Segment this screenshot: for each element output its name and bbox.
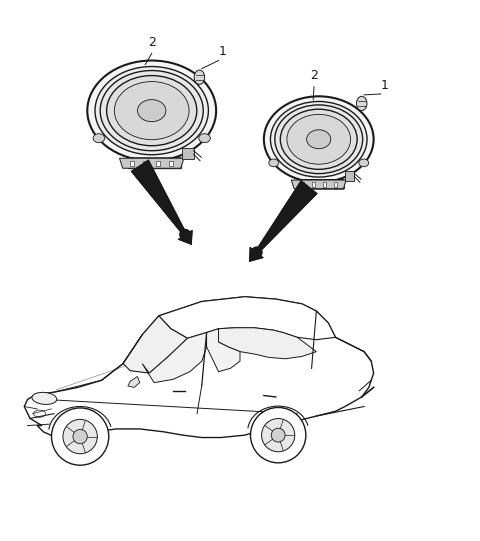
Ellipse shape	[264, 96, 373, 182]
Circle shape	[251, 407, 306, 463]
Text: 2: 2	[148, 36, 156, 49]
Circle shape	[180, 229, 191, 240]
Ellipse shape	[100, 70, 203, 151]
Bar	[169, 161, 173, 166]
Text: 1: 1	[218, 45, 227, 58]
Bar	[144, 161, 147, 166]
Polygon shape	[206, 329, 240, 372]
Ellipse shape	[287, 114, 350, 164]
Text: 2: 2	[310, 69, 318, 82]
FancyBboxPatch shape	[299, 180, 344, 189]
Circle shape	[180, 230, 190, 240]
Ellipse shape	[93, 134, 105, 143]
Ellipse shape	[138, 100, 166, 122]
Bar	[300, 182, 304, 187]
Ellipse shape	[280, 109, 357, 169]
Ellipse shape	[307, 130, 331, 149]
FancyBboxPatch shape	[128, 158, 181, 169]
Circle shape	[252, 248, 262, 257]
Ellipse shape	[269, 159, 279, 167]
Polygon shape	[120, 158, 184, 168]
Polygon shape	[255, 180, 317, 254]
Polygon shape	[131, 160, 187, 236]
Circle shape	[262, 419, 295, 452]
Polygon shape	[249, 247, 264, 262]
Circle shape	[51, 408, 109, 465]
Circle shape	[252, 247, 262, 258]
Polygon shape	[178, 230, 192, 245]
Circle shape	[271, 428, 285, 442]
Ellipse shape	[32, 392, 57, 405]
Polygon shape	[159, 297, 336, 340]
Circle shape	[63, 419, 97, 454]
Bar	[334, 182, 337, 187]
Ellipse shape	[359, 159, 369, 167]
Polygon shape	[255, 180, 317, 254]
Ellipse shape	[194, 70, 204, 84]
Bar	[156, 161, 160, 166]
Bar	[323, 182, 326, 187]
Bar	[182, 148, 193, 159]
Polygon shape	[24, 297, 373, 439]
Polygon shape	[249, 247, 264, 262]
Bar	[131, 161, 134, 166]
Ellipse shape	[95, 67, 208, 155]
Polygon shape	[218, 328, 316, 359]
Ellipse shape	[199, 134, 210, 143]
Polygon shape	[291, 180, 346, 189]
Bar	[312, 182, 315, 187]
Ellipse shape	[357, 96, 367, 110]
Ellipse shape	[107, 76, 197, 146]
Text: 1: 1	[381, 78, 389, 91]
Circle shape	[73, 430, 87, 444]
Polygon shape	[142, 333, 206, 382]
Ellipse shape	[275, 105, 363, 174]
Ellipse shape	[270, 102, 367, 177]
Bar	[345, 171, 354, 181]
Polygon shape	[123, 316, 188, 373]
Ellipse shape	[87, 61, 216, 161]
Polygon shape	[128, 377, 140, 387]
Polygon shape	[131, 160, 187, 236]
Polygon shape	[178, 230, 192, 245]
Ellipse shape	[114, 82, 189, 140]
